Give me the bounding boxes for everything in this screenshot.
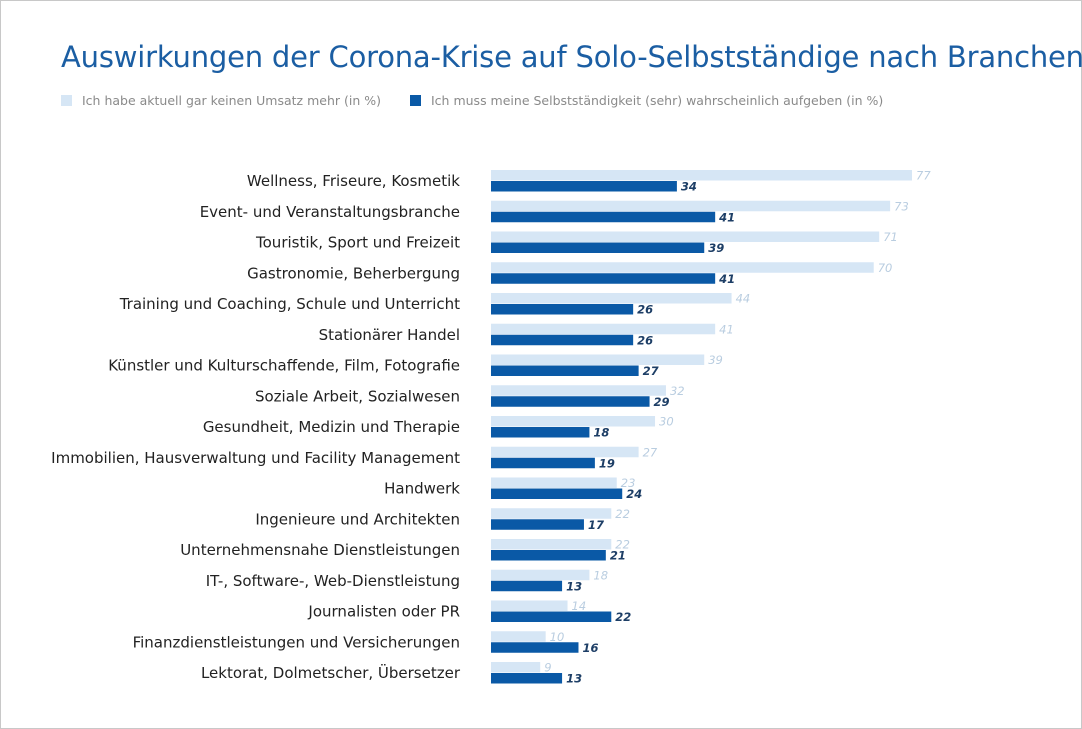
bar-no-revenue: [491, 354, 705, 365]
data-label: 27: [643, 364, 659, 378]
data-label: 27: [643, 445, 658, 459]
category-label: IT-, Software-, Web-Dienstleistung: [206, 572, 460, 590]
bar-no-revenue: [491, 262, 874, 273]
data-label: 21: [610, 549, 626, 563]
category-label: Ingenieure und Architekten: [255, 510, 460, 528]
bar-no-revenue: [491, 662, 541, 673]
category-label: Handwerk: [384, 480, 460, 498]
data-label: 30: [659, 415, 674, 429]
bar-no-revenue: [491, 539, 612, 550]
legend-label: Ich habe aktuell gar keinen Umsatz mehr …: [82, 93, 381, 108]
bar-give-up: [491, 457, 595, 469]
bar-give-up: [491, 642, 579, 653]
bar-no-revenue: [491, 600, 568, 611]
chart-title: Auswirkungen der Corona-Krise auf Solo-S…: [61, 40, 1082, 74]
data-label: 41: [718, 210, 735, 224]
bar-no-revenue: [491, 385, 666, 396]
data-label: 70: [878, 261, 893, 275]
bar-give-up: [491, 550, 606, 561]
category-label: Unternehmensnahe Dienstleistungen: [180, 541, 460, 559]
data-label: 10: [550, 630, 565, 644]
legend-label: Ich muss meine Selbstständigkeit (sehr) …: [431, 93, 884, 108]
bar-no-revenue: [491, 569, 590, 581]
category-label: Finanzdienstleistungen und Versicherunge…: [133, 633, 460, 651]
category-label: Training und Coaching, Schule und Unterr…: [119, 295, 460, 313]
bar-no-revenue: [491, 416, 656, 427]
data-label: 26: [637, 333, 653, 347]
category-label: Gastronomie, Beherbergung: [247, 264, 460, 282]
category-label: Gesundheit, Medizin und Therapie: [203, 418, 460, 436]
category-label: Immobilien, Hausverwaltung und Facility …: [51, 449, 460, 467]
legend-swatch-light: [61, 95, 72, 106]
data-label: 13: [566, 579, 582, 593]
data-label: 22: [615, 538, 630, 552]
bar-give-up: [491, 365, 639, 376]
bar-no-revenue: [491, 200, 891, 212]
data-label: 32: [670, 384, 685, 398]
data-label: 23: [621, 476, 636, 490]
data-label: 39: [708, 241, 724, 255]
bar-give-up: [491, 673, 563, 684]
data-label: 22: [615, 610, 631, 624]
data-label: 41: [718, 272, 735, 286]
data-label: 71: [883, 230, 898, 244]
data-label: 26: [637, 303, 653, 317]
data-label: 18: [593, 426, 609, 440]
bar-give-up: [491, 396, 650, 407]
data-label: 44: [736, 292, 751, 306]
category-label: Stationärer Handel: [319, 326, 460, 344]
data-label: 39: [708, 353, 723, 367]
category-label: Event- und Veranstaltungsbranche: [200, 203, 460, 221]
bar-no-revenue: [491, 446, 639, 458]
data-label: 9: [544, 661, 551, 675]
bar-give-up: [491, 211, 716, 223]
legend-item-no-revenue: Ich habe aktuell gar keinen Umsatz mehr …: [61, 93, 381, 108]
bar-give-up: [491, 242, 705, 253]
data-label: 34: [681, 180, 697, 194]
category-label: Wellness, Friseure, Kosmetik: [247, 172, 460, 190]
data-label: 14: [572, 599, 587, 613]
data-label: 17: [588, 518, 604, 532]
bar-no-revenue: [491, 170, 912, 181]
data-label: 16: [582, 641, 598, 655]
bar-give-up: [491, 273, 716, 284]
data-label: 41: [719, 322, 734, 336]
bar-no-revenue: [491, 323, 716, 335]
bar-give-up: [491, 181, 677, 192]
category-label: Touristik, Sport und Freizeit: [255, 234, 460, 252]
bar-give-up: [491, 334, 634, 346]
data-label: 22: [615, 507, 630, 521]
legend-swatch-dark: [410, 95, 421, 106]
bar-no-revenue: [491, 293, 732, 304]
data-label: 18: [593, 568, 608, 582]
data-label: 73: [894, 199, 909, 213]
data-label: 29: [654, 395, 670, 409]
data-label: 13: [566, 672, 582, 686]
bar-no-revenue: [491, 508, 612, 519]
category-label: Lektorat, Dolmetscher, Übersetzer: [201, 663, 461, 682]
bar-give-up: [491, 488, 623, 499]
bar-give-up: [491, 304, 634, 315]
bar-give-up: [491, 519, 584, 530]
category-label: Journalisten oder PR: [307, 603, 460, 621]
bar-no-revenue: [491, 631, 546, 642]
bar-give-up: [491, 580, 563, 592]
bar-no-revenue: [491, 231, 880, 242]
category-label: Soziale Arbeit, Sozialwesen: [255, 387, 460, 405]
data-label: 19: [599, 456, 615, 470]
bar-no-revenue: [491, 477, 617, 488]
legend-item-give-up: Ich muss meine Selbstständigkeit (sehr) …: [410, 93, 883, 108]
data-label: 24: [626, 487, 642, 501]
data-label: 77: [916, 169, 931, 183]
bar-give-up: [491, 611, 612, 622]
bar-give-up: [491, 427, 590, 438]
category-label: Künstler und Kulturschaffende, Film, Fot…: [108, 357, 460, 375]
